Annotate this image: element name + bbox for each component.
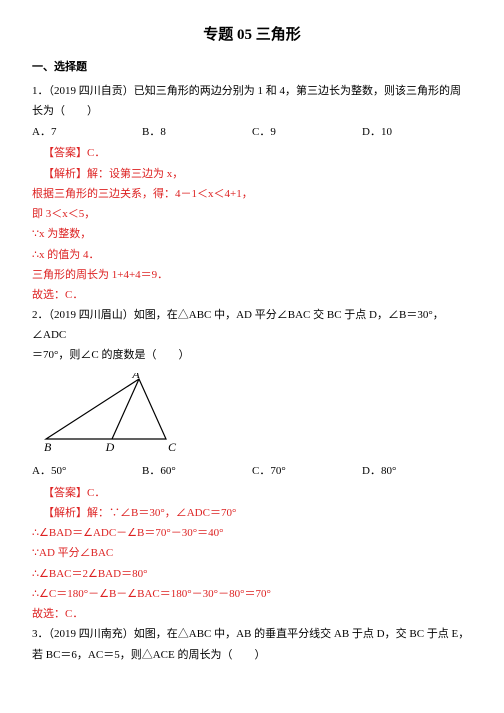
q2-sol-4: ∴∠BAC＝2∠BAD＝80° <box>32 565 472 584</box>
q1-choices: A．7 B．8 C．9 D．10 <box>32 123 472 142</box>
q2-sol-6: 故选：C． <box>32 605 472 624</box>
q1-choice-c: C．9 <box>252 123 362 142</box>
q1-sol-2: 根据三角形的三边关系，得：4－1＜x＜4+1， <box>32 185 472 204</box>
q1-stem-line1: 1．（2019 四川自贡）已知三角形的两边分别为 1 和 4，第三边长为整数，则… <box>32 82 472 101</box>
q2-sol-5: ∴∠C＝180°－∠B－∠BAC＝180°－30°－80°＝70° <box>32 585 472 604</box>
q1-answer: 【答案】C． <box>32 144 472 163</box>
q2-answer: 【答案】C． <box>32 484 472 503</box>
q2-sol-3: ∵AD 平分∠BAC <box>32 544 472 563</box>
q1-sol-7: 故选：C． <box>32 286 472 305</box>
vertex-label-c: C <box>168 440 177 453</box>
q2-sol-1: 【解析】解：∵∠B＝30°，∠ADC＝70° <box>32 504 472 523</box>
q2-stem-line2: ＝70°，则∠C 的度数是（ ） <box>32 346 472 365</box>
q1-choice-a: A．7 <box>32 123 142 142</box>
vertex-label-a: A <box>131 373 140 381</box>
q1-sol-1: 【解析】解：设第三边为 x， <box>32 165 472 184</box>
q2-stem-line1: 2．（2019 四川眉山）如图，在△ABC 中，AD 平分∠BAC 交 BC 于… <box>32 306 472 345</box>
triangle-diagram-svg: A B D C <box>44 373 214 453</box>
q1-choice-b: B．8 <box>142 123 252 142</box>
q1-sol-5: ∴x 的值为 4． <box>32 246 472 265</box>
q1-sol-4: ∵x 为整数， <box>32 225 472 244</box>
doc-title: 专题 05 三角形 <box>32 22 472 48</box>
q1-stem-line2: 长为（ ） <box>32 102 472 121</box>
q2-choices: A．50° B．60° C．70° D．80° <box>32 462 472 481</box>
q2-choice-c: C．70° <box>252 462 362 481</box>
triangle-outline <box>46 379 166 439</box>
vertex-label-d: D <box>105 440 115 453</box>
section-heading: 一、选择题 <box>32 58 472 77</box>
vertex-label-b: B <box>44 440 52 453</box>
q2-choice-a: A．50° <box>32 462 142 481</box>
q1-choice-d: D．10 <box>362 123 472 142</box>
q1-sol-6: 三角形的周长为 1+4+4＝9． <box>32 266 472 285</box>
q2-choice-d: D．80° <box>362 462 472 481</box>
q1-sol-3: 即 3＜x＜5， <box>32 205 472 224</box>
q3-stem-line1: 3．（2019 四川南充）如图，在△ABC 中，AB 的垂直平分线交 AB 于点… <box>32 625 472 644</box>
q2-choice-b: B．60° <box>142 462 252 481</box>
q2-diagram: A B D C <box>44 373 472 460</box>
q2-sol-2: ∴∠BAD＝∠ADC－∠B＝70°－30°＝40° <box>32 524 472 543</box>
q3-stem-line2: 若 BC＝6，AC＝5，则△ACE 的周长为（ ） <box>32 646 472 665</box>
